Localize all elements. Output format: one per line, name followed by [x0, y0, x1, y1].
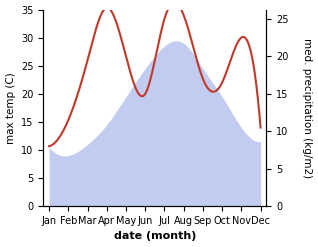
- Y-axis label: med. precipitation (kg/m2): med. precipitation (kg/m2): [302, 38, 313, 178]
- X-axis label: date (month): date (month): [114, 231, 196, 242]
- Y-axis label: max temp (C): max temp (C): [5, 72, 16, 144]
